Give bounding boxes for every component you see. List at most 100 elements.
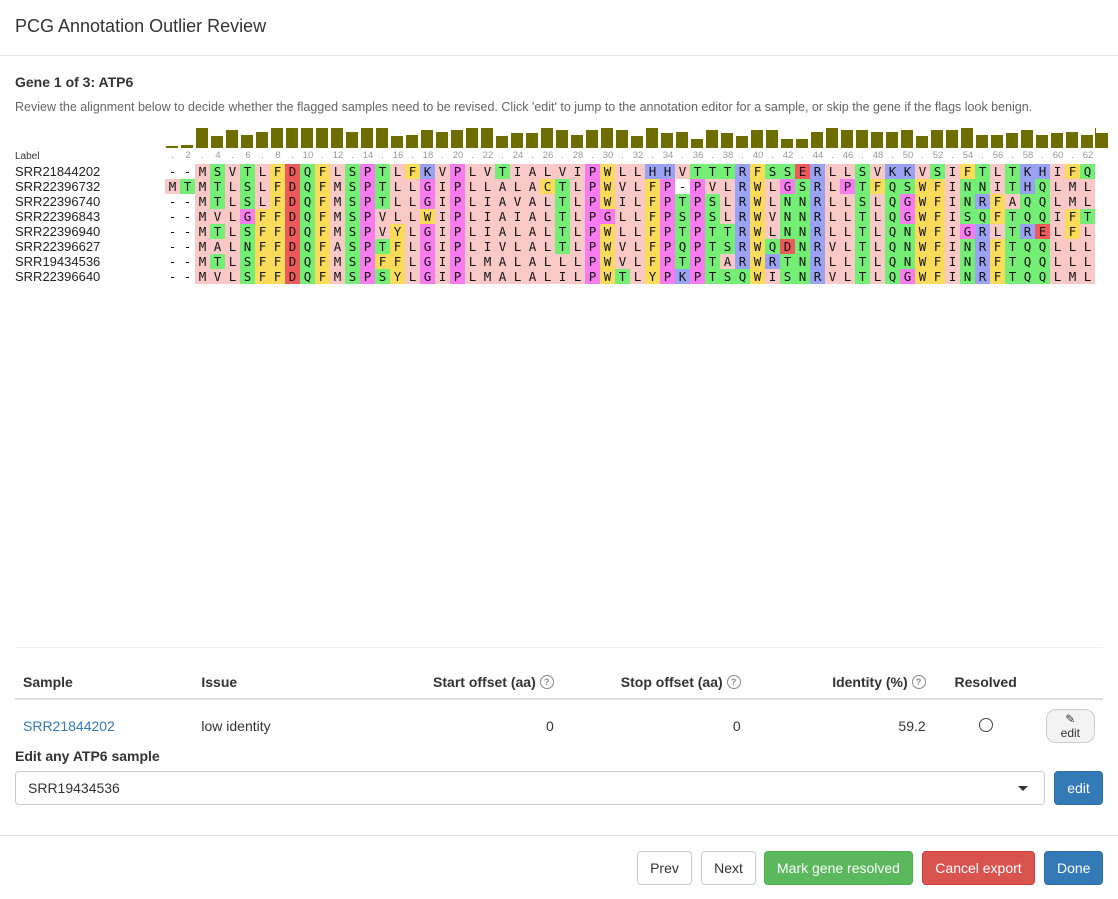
residue-cell: S bbox=[765, 164, 780, 179]
residue-cell: W bbox=[915, 224, 930, 239]
residue-cell: L bbox=[1080, 224, 1095, 239]
residue-cell: L bbox=[570, 254, 585, 269]
residue-cell: L bbox=[765, 224, 780, 239]
residue-cell: R bbox=[765, 254, 780, 269]
residue-cell: W bbox=[600, 254, 615, 269]
residue-cell: W bbox=[420, 209, 435, 224]
row-edit-button[interactable]: ✎ edit bbox=[1045, 709, 1095, 743]
residue-cell: S bbox=[345, 209, 360, 224]
residue-cell: L bbox=[840, 254, 855, 269]
residue-cell: L bbox=[405, 254, 420, 269]
residue-cell: T bbox=[210, 254, 225, 269]
conservation-bar bbox=[751, 130, 763, 148]
residue-cell: R bbox=[1020, 224, 1035, 239]
ruler-tick: . bbox=[651, 150, 654, 161]
residue-cell: N bbox=[795, 194, 810, 209]
mark-resolved-button[interactable]: Mark gene resolved bbox=[764, 851, 913, 885]
conservation-bar bbox=[826, 128, 838, 148]
sample-select[interactable]: SRR19434536 bbox=[15, 771, 1045, 805]
residue-cell: I bbox=[435, 254, 450, 269]
residue-cell: I bbox=[480, 209, 495, 224]
edit-sample-button[interactable]: edit bbox=[1054, 771, 1103, 805]
residue-cell: P bbox=[690, 224, 705, 239]
help-icon[interactable]: ? bbox=[726, 675, 741, 689]
residue-cell: I bbox=[945, 269, 960, 284]
residue-cell: R bbox=[975, 239, 990, 254]
residue-cell: F bbox=[270, 254, 285, 269]
residue-cell: - bbox=[183, 239, 192, 254]
residue-cell: A bbox=[525, 254, 540, 269]
residue-cell: R bbox=[975, 194, 990, 209]
residue-cell: L bbox=[540, 194, 555, 209]
ruler-tick: . bbox=[501, 150, 504, 161]
residue-cell: R bbox=[975, 269, 990, 284]
residue-cell: L bbox=[570, 179, 585, 194]
residue-cell: R bbox=[735, 164, 750, 179]
conservation-bar bbox=[571, 135, 583, 148]
residue-cell: L bbox=[840, 194, 855, 209]
ruler-tick: . bbox=[711, 150, 714, 161]
residue-cell: L bbox=[540, 254, 555, 269]
residue-cell: M bbox=[195, 239, 210, 254]
residue-cell: F bbox=[315, 269, 330, 284]
residue-cell: I bbox=[435, 194, 450, 209]
residue-cell: T bbox=[210, 194, 225, 209]
residue-cell: R bbox=[735, 194, 750, 209]
residue-cell: G bbox=[240, 209, 255, 224]
residue-cell: A bbox=[525, 224, 540, 239]
residue-cell: G bbox=[420, 239, 435, 254]
resolved-radio[interactable] bbox=[978, 717, 993, 732]
residue-cell: L bbox=[630, 224, 645, 239]
residue-cell: T bbox=[705, 254, 720, 269]
residue-cell: V bbox=[825, 239, 840, 254]
residue-cell: I bbox=[555, 269, 570, 284]
next-button[interactable]: Next bbox=[701, 851, 756, 885]
residue-cell: Q bbox=[885, 194, 900, 209]
residue-cell: D bbox=[285, 224, 300, 239]
done-button[interactable]: Done bbox=[1044, 851, 1103, 885]
residue-cell: L bbox=[615, 209, 630, 224]
residue-cell: N bbox=[795, 254, 810, 269]
residue-cell: W bbox=[600, 239, 615, 254]
conservation-bar bbox=[181, 145, 193, 148]
residue-cell: K bbox=[900, 164, 915, 179]
conservation-bar bbox=[586, 130, 598, 148]
help-icon[interactable]: ? bbox=[539, 675, 554, 689]
residue-cell: F bbox=[990, 269, 1005, 284]
ruler-tick: 28 bbox=[572, 150, 584, 161]
conservation-bar bbox=[286, 128, 298, 148]
ruler-tick: . bbox=[771, 150, 774, 161]
residue-cell: L bbox=[630, 254, 645, 269]
residue-cell: T bbox=[210, 224, 225, 239]
residue-cell: C bbox=[540, 179, 555, 194]
cancel-export-button[interactable]: Cancel export bbox=[922, 851, 1035, 885]
residue-cell: L bbox=[225, 224, 240, 239]
residue-cell: W bbox=[750, 209, 765, 224]
conservation-bar bbox=[421, 130, 433, 148]
ruler-tick: 46 bbox=[842, 150, 854, 161]
sequence-label: SRR22396627 bbox=[15, 239, 101, 254]
residue-cell: L bbox=[1080, 194, 1095, 209]
residue-cell: F bbox=[270, 164, 285, 179]
residue-cell: T bbox=[705, 269, 720, 284]
instructions: Review the alignment below to decide whe… bbox=[15, 100, 1033, 114]
ruler-tick: 26 bbox=[542, 150, 554, 161]
residue-cell: F bbox=[930, 179, 945, 194]
conservation-bars bbox=[165, 124, 1108, 148]
conservation-bar bbox=[766, 130, 778, 148]
residue-cell: L bbox=[540, 224, 555, 239]
residue-cell: F bbox=[270, 224, 285, 239]
sample-link[interactable]: SRR21844202 bbox=[23, 718, 115, 734]
residue-cell: S bbox=[795, 179, 810, 194]
sample-select-value: SRR19434536 bbox=[28, 780, 120, 796]
conservation-bar bbox=[961, 128, 973, 148]
help-icon[interactable]: ? bbox=[911, 675, 926, 689]
prev-button[interactable]: Prev bbox=[637, 851, 692, 885]
conservation-bar bbox=[391, 136, 403, 148]
residue-cell: L bbox=[1065, 254, 1080, 269]
residue-cell: T bbox=[375, 239, 390, 254]
residue-cell: F bbox=[930, 194, 945, 209]
residue-cell: F bbox=[990, 209, 1005, 224]
